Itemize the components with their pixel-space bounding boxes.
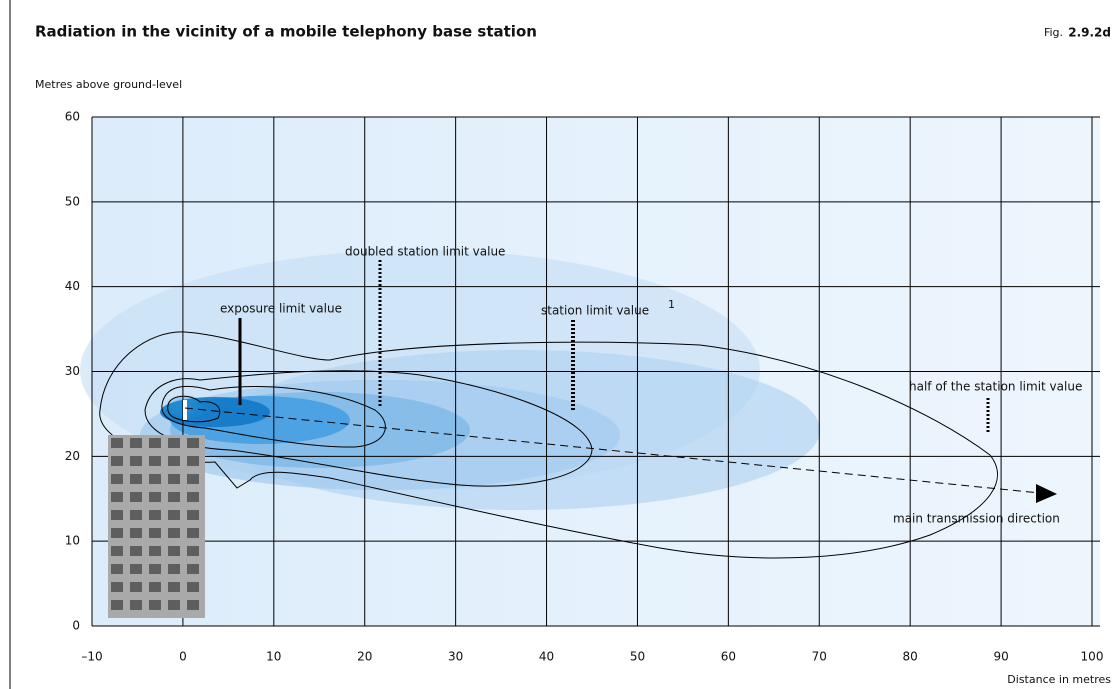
- annotation: main transmission direction: [893, 512, 1060, 526]
- y-tick-label: 0: [72, 619, 80, 633]
- x-tick-label: 40: [539, 650, 554, 664]
- x-tick-label: 100: [1081, 650, 1104, 664]
- x-tick-label: 80: [903, 650, 918, 664]
- building: [108, 435, 205, 618]
- annotation: station limit value: [541, 304, 649, 318]
- y-tick-label: 10: [65, 534, 80, 548]
- x-tick-label: 30: [448, 650, 463, 664]
- y-axis-label: Metres above ground-level: [35, 78, 182, 91]
- y-tick-label: 30: [65, 364, 80, 378]
- x-tick-label: 90: [993, 650, 1008, 664]
- y-tick-label: 60: [65, 110, 80, 124]
- y-tick-label: 50: [65, 194, 80, 208]
- x-tick-label: –10: [81, 650, 102, 664]
- x-tick-label: 10: [266, 650, 281, 664]
- x-tick-label: 50: [630, 650, 645, 664]
- annotation: exposure limit value: [220, 302, 342, 316]
- chart-title: Radiation in the vicinity of a mobile te…: [35, 23, 537, 41]
- x-tick-label: 60: [721, 650, 736, 664]
- x-axis-label: Distance in metres: [1007, 673, 1111, 686]
- figure-number: 2.9.2d: [1068, 26, 1111, 40]
- chart: Radiation in the vicinity of a mobile te…: [0, 0, 1115, 689]
- figure-prefix: Fig.: [1044, 26, 1063, 39]
- annotation: half of the station limit value: [909, 380, 1082, 394]
- x-tick-label: 20: [357, 650, 372, 664]
- antenna: [183, 400, 187, 420]
- y-tick-label: 20: [65, 449, 80, 463]
- annotation-note: 1: [668, 298, 675, 311]
- x-tick-label: 70: [812, 650, 827, 664]
- y-tick-label: 40: [65, 279, 80, 293]
- annotation: doubled station limit value: [345, 245, 505, 259]
- x-tick-label: 0: [179, 650, 187, 664]
